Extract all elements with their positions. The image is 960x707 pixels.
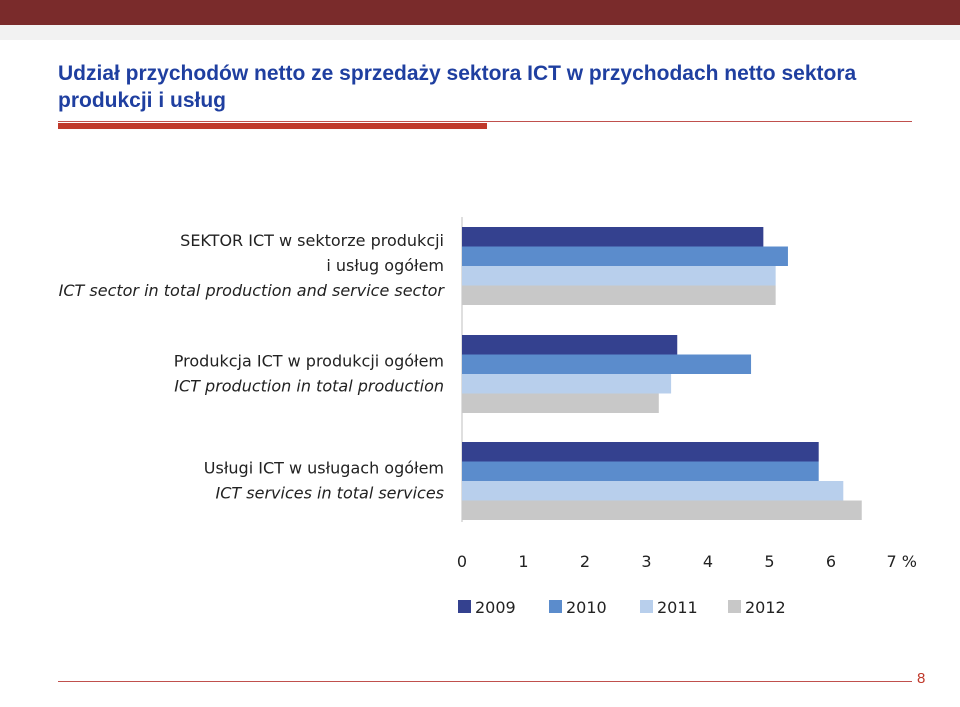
legend-label-2011: 2011 bbox=[657, 598, 698, 617]
bar-2011-cat3 bbox=[462, 481, 844, 501]
bar-2012-cat3 bbox=[462, 500, 862, 520]
footer-rule bbox=[58, 681, 912, 682]
bar-2010-cat3 bbox=[462, 461, 819, 481]
header-strip bbox=[0, 25, 960, 40]
bar-2010-cat2 bbox=[462, 354, 752, 374]
header-bar bbox=[0, 0, 960, 25]
title-rule bbox=[58, 121, 912, 122]
legend-label-2009: 2009 bbox=[475, 598, 516, 617]
category-label: i usług ogółem bbox=[326, 256, 444, 275]
x-tick-label: 4 bbox=[703, 552, 713, 571]
category-label: Usługi ICT w usługach ogółem bbox=[204, 459, 444, 478]
bar-2009-cat2 bbox=[462, 335, 678, 355]
legend-label-2012: 2012 bbox=[745, 598, 786, 617]
x-tick-label: 0 bbox=[457, 552, 467, 571]
legend-swatch-2011 bbox=[640, 600, 653, 613]
x-tick-label: 1 bbox=[518, 552, 528, 571]
bar-2009-cat1 bbox=[462, 227, 764, 247]
x-tick-label: 7 % bbox=[887, 552, 917, 571]
legend-label-2010: 2010 bbox=[566, 598, 607, 617]
x-tick-label: 5 bbox=[764, 552, 774, 571]
legend-swatch-2012 bbox=[728, 600, 741, 613]
category-label-en: ICT sector in total production and servi… bbox=[59, 281, 446, 300]
page-number: 8 bbox=[917, 670, 926, 687]
title-accent-bar bbox=[58, 123, 487, 129]
bar-2010-cat1 bbox=[462, 246, 788, 266]
x-tick-label: 6 bbox=[826, 552, 836, 571]
legend-swatch-2010 bbox=[549, 600, 562, 613]
bar-2009-cat3 bbox=[462, 442, 819, 462]
legend-swatch-2009 bbox=[458, 600, 471, 613]
x-tick-label: 3 bbox=[641, 552, 651, 571]
bar-2012-cat2 bbox=[462, 393, 659, 413]
bar-2011-cat1 bbox=[462, 266, 776, 286]
category-label-en: ICT services in total services bbox=[216, 484, 444, 503]
x-tick-label: 2 bbox=[580, 552, 590, 571]
page-title: Udział przychodów netto ze sprzedaży sek… bbox=[58, 62, 857, 112]
bar-2012-cat1 bbox=[462, 285, 776, 305]
category-label: SEKTOR ICT w sektorze produkcji bbox=[180, 231, 444, 250]
category-label: Produkcja ICT w produkcji ogółem bbox=[174, 352, 444, 371]
bar-2011-cat2 bbox=[462, 374, 672, 394]
category-label-en: ICT production in total production bbox=[174, 377, 444, 396]
